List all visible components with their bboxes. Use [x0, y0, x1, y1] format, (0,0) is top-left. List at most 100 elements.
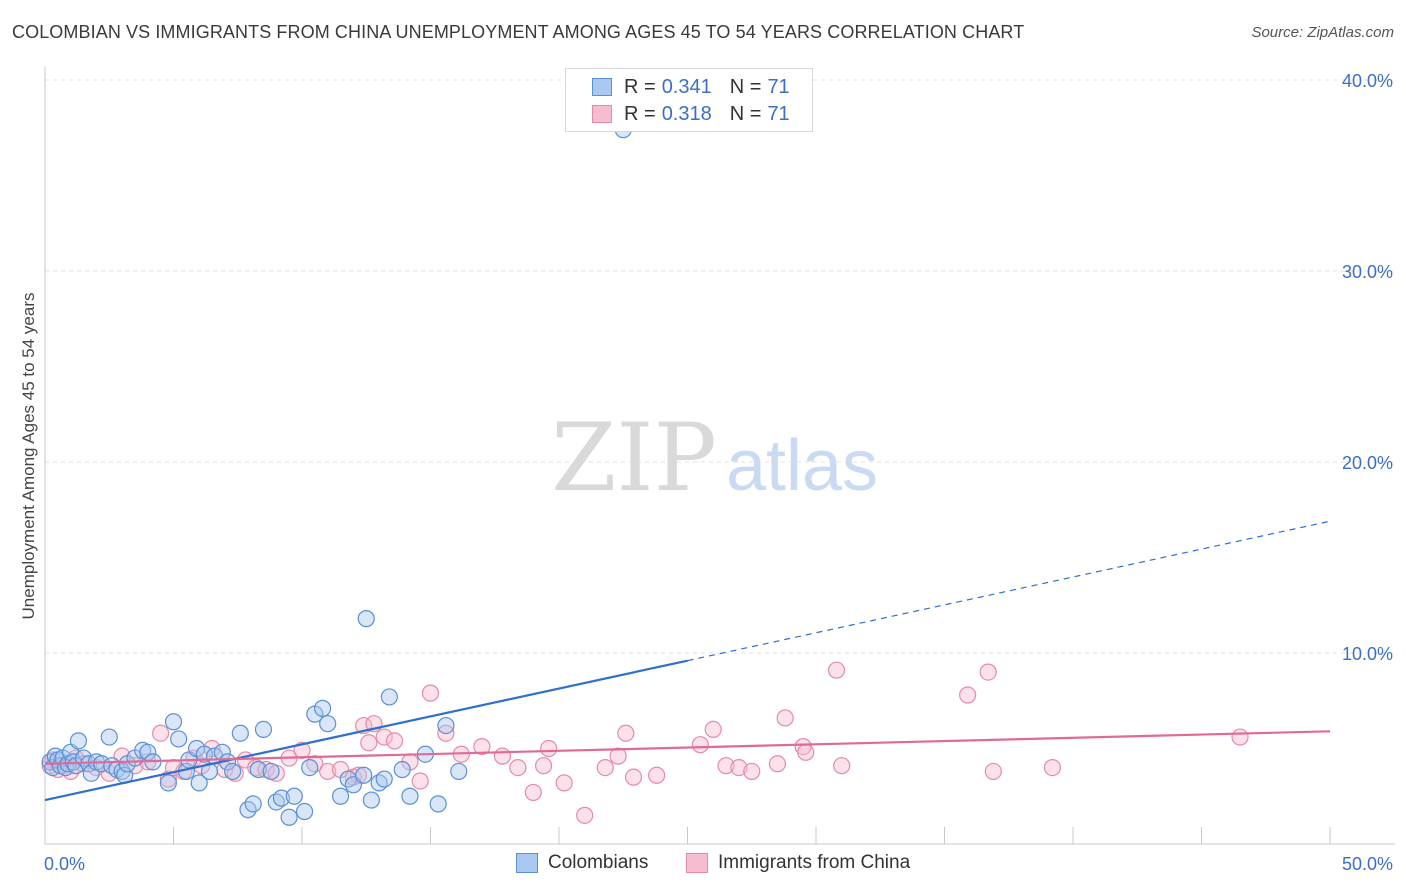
bottom-legend-label: Colombians: [548, 852, 649, 873]
data-point: [349, 766, 368, 784]
axes: [44, 66, 1395, 845]
legend-row-china: R = 0.318 N = 71: [592, 102, 790, 126]
watermark: ZIP atlas: [551, 404, 878, 513]
data-point: [534, 757, 553, 775]
y-tick-label: 10.0%: [1342, 644, 1393, 664]
data-point: [797, 743, 815, 761]
data-point: [357, 610, 375, 628]
trend-line-colombians: [44, 659, 688, 802]
data-point: [429, 795, 447, 813]
x-tick-label-min: 0.0%: [44, 854, 85, 874]
data-point: [319, 715, 337, 733]
bottom-legend-label: Immigrants from China: [718, 852, 911, 873]
data-point: [231, 724, 249, 742]
data-point: [827, 661, 846, 679]
y-tick-label: 30.0%: [1342, 262, 1393, 282]
data-point: [244, 795, 262, 813]
grid-lines: [45, 79, 1395, 654]
trend-line-colombians-extension: [687, 520, 1331, 662]
data-point: [648, 766, 666, 784]
x-tick-label-max: 50.0%: [1342, 854, 1393, 874]
data-point: [254, 720, 273, 739]
data-point: [375, 728, 393, 746]
data-point: [1231, 728, 1249, 746]
bottom-legend-swatch-pink: [686, 853, 708, 873]
data-point: [609, 747, 627, 765]
legend-n-label: N =: [729, 102, 762, 125]
data-point: [224, 762, 242, 781]
tick-labels: 10.0% 20.0% 30.0% 40.0% 0.0% 50.0%: [44, 71, 1393, 874]
data-point: [979, 663, 997, 681]
data-point: [380, 688, 398, 706]
data-point: [730, 758, 748, 777]
data-point: [100, 728, 118, 746]
legend-n-value: 71: [767, 75, 790, 98]
data-point: [576, 806, 594, 824]
data-point: [164, 713, 183, 731]
data-point: [450, 762, 468, 781]
data-point: [159, 774, 177, 792]
series-china-points: [41, 661, 1249, 824]
data-point: [768, 755, 787, 773]
data-point: [360, 734, 378, 752]
data-point: [493, 747, 512, 765]
legend-r-label: R =: [624, 75, 656, 98]
trend-line-china: [44, 730, 1331, 765]
data-point: [524, 783, 542, 802]
legend-r-value: 0.341: [661, 75, 712, 98]
legend-n-value: 71: [767, 102, 790, 125]
bottom-legend-china: Immigrants from China: [686, 852, 910, 874]
series-colombians-points: [41, 121, 632, 826]
data-point: [195, 745, 213, 763]
data-point: [984, 762, 1002, 781]
data-point: [421, 684, 440, 702]
chart-title: COLOMBIAN VS IMMIGRANTS FROM CHINA UNEMP…: [12, 22, 1025, 42]
data-point: [717, 757, 735, 775]
data-point: [285, 787, 303, 805]
data-point: [393, 760, 411, 779]
data-point: [833, 757, 851, 775]
y-tick-label: 40.0%: [1342, 71, 1393, 91]
data-point: [375, 770, 393, 788]
data-point: [331, 787, 350, 805]
data-point: [617, 724, 635, 742]
data-point: [437, 716, 455, 735]
bottom-legend-swatch-blue: [516, 853, 538, 873]
data-point: [411, 772, 429, 790]
watermark-atlas: atlas: [726, 426, 878, 506]
legend-r-label: R =: [624, 102, 656, 125]
data-point: [624, 768, 643, 786]
data-point: [473, 737, 491, 756]
data-point: [704, 720, 722, 739]
data-point: [92, 755, 111, 773]
watermark-zip: ZIP: [551, 404, 717, 513]
data-point: [295, 802, 314, 821]
legend-n-label: N =: [729, 75, 762, 98]
data-point: [1043, 758, 1062, 777]
y-tick-label: 20.0%: [1342, 453, 1393, 473]
data-point: [355, 766, 373, 784]
data-point: [190, 774, 208, 792]
data-point: [776, 709, 794, 727]
data-point: [691, 736, 709, 754]
data-point: [69, 732, 88, 750]
source-label: Source: ZipAtlas.com: [1251, 24, 1394, 41]
data-point: [385, 732, 404, 750]
data-point: [540, 739, 558, 758]
legend-row-colombians: R = 0.341 N = 71: [592, 75, 790, 99]
data-point: [262, 762, 280, 781]
data-point: [313, 699, 332, 717]
data-point: [249, 760, 267, 779]
data-point: [959, 686, 977, 704]
data-point: [555, 774, 573, 792]
legend-swatch-blue: [592, 78, 612, 96]
data-point: [401, 787, 419, 805]
data-point: [152, 724, 170, 742]
data-point: [272, 789, 291, 807]
data-point: [293, 741, 311, 760]
legend-swatch-pink: [592, 105, 612, 123]
data-point: [509, 758, 527, 777]
data-point: [362, 791, 380, 809]
bottom-legend-colombians: Colombians: [516, 852, 648, 874]
